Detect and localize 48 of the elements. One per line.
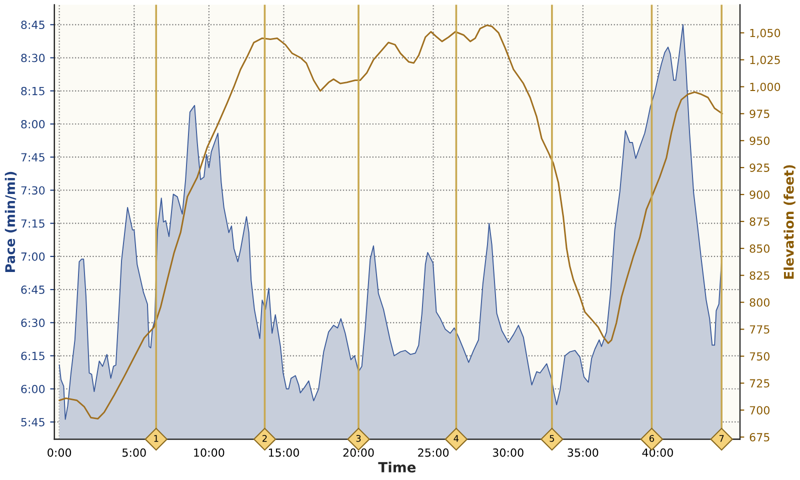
y-tick-label: 8:45 [21,20,44,30]
y2-tick-label: 975 [750,110,770,118]
x-tick-label: 5:00 [122,448,146,457]
y2-tick-label: 875 [750,217,770,226]
y2-tick-label: 1,025 [750,56,780,66]
y-tick-label: 7:30 [21,186,45,195]
annotation: 5 [550,435,554,442]
x-tick-label: 35:00 [568,448,598,457]
annotation: 1 [154,435,158,442]
y2-tick-label: 1,000 [750,82,780,92]
y2-tick-label: 1,050 [750,28,780,38]
y-tick-label: 8:00 [21,120,45,128]
y2-tick-label: 900 [750,190,770,199]
x-axis-title: Time [378,462,416,473]
annotation: 6 [649,434,654,442]
x-tick-label: 40:00 [642,448,673,457]
annotation: 7 [719,435,724,442]
annotation: 4 [454,435,459,442]
y2-tick-label: 725 [750,379,770,388]
y-tick-label: 6:30 [21,318,45,328]
x-tick-label: 10:00 [194,448,224,457]
y2-tick-label: 825 [750,271,770,280]
y-tick-label: 6:15 [21,352,44,360]
y-tick-label: 7:00 [21,252,45,261]
x-tick-label: 0:00 [48,448,72,457]
y-tick-label: 6:00 [21,384,45,394]
x-tick-label: 20:00 [343,448,374,457]
y2-tick-label: 925 [750,164,770,172]
x-tick-label: 30:00 [492,448,524,457]
y2-tick-label: 850 [750,244,770,253]
x-tick-label: 15:00 [268,448,300,457]
y-tick-label: 5:45 [21,418,44,426]
y2-tick-label: 700 [750,406,770,414]
y-tick-label: 8:30 [21,54,45,62]
y-tick-label: 6:45 [21,286,44,294]
y2-tick-label: 775 [750,325,770,334]
y2-tick-label: 750 [750,352,770,361]
y2-tick-label: 675 [750,433,770,442]
y-axis-title: Pace (min/mi) [4,172,17,272]
y2-tick-label: 800 [750,298,770,307]
annotation: 3 [356,434,361,442]
y-tick-label: 7:45 [21,153,44,162]
y-tick-label: 7:15 [21,219,44,228]
y-tick-label: 8:15 [21,86,44,96]
y2-tick-label: 950 [750,136,770,145]
y2-axis-title: Elevation (feet) [784,165,796,279]
annotation: 2 [262,434,267,442]
x-tick-label: 25:00 [418,448,449,457]
